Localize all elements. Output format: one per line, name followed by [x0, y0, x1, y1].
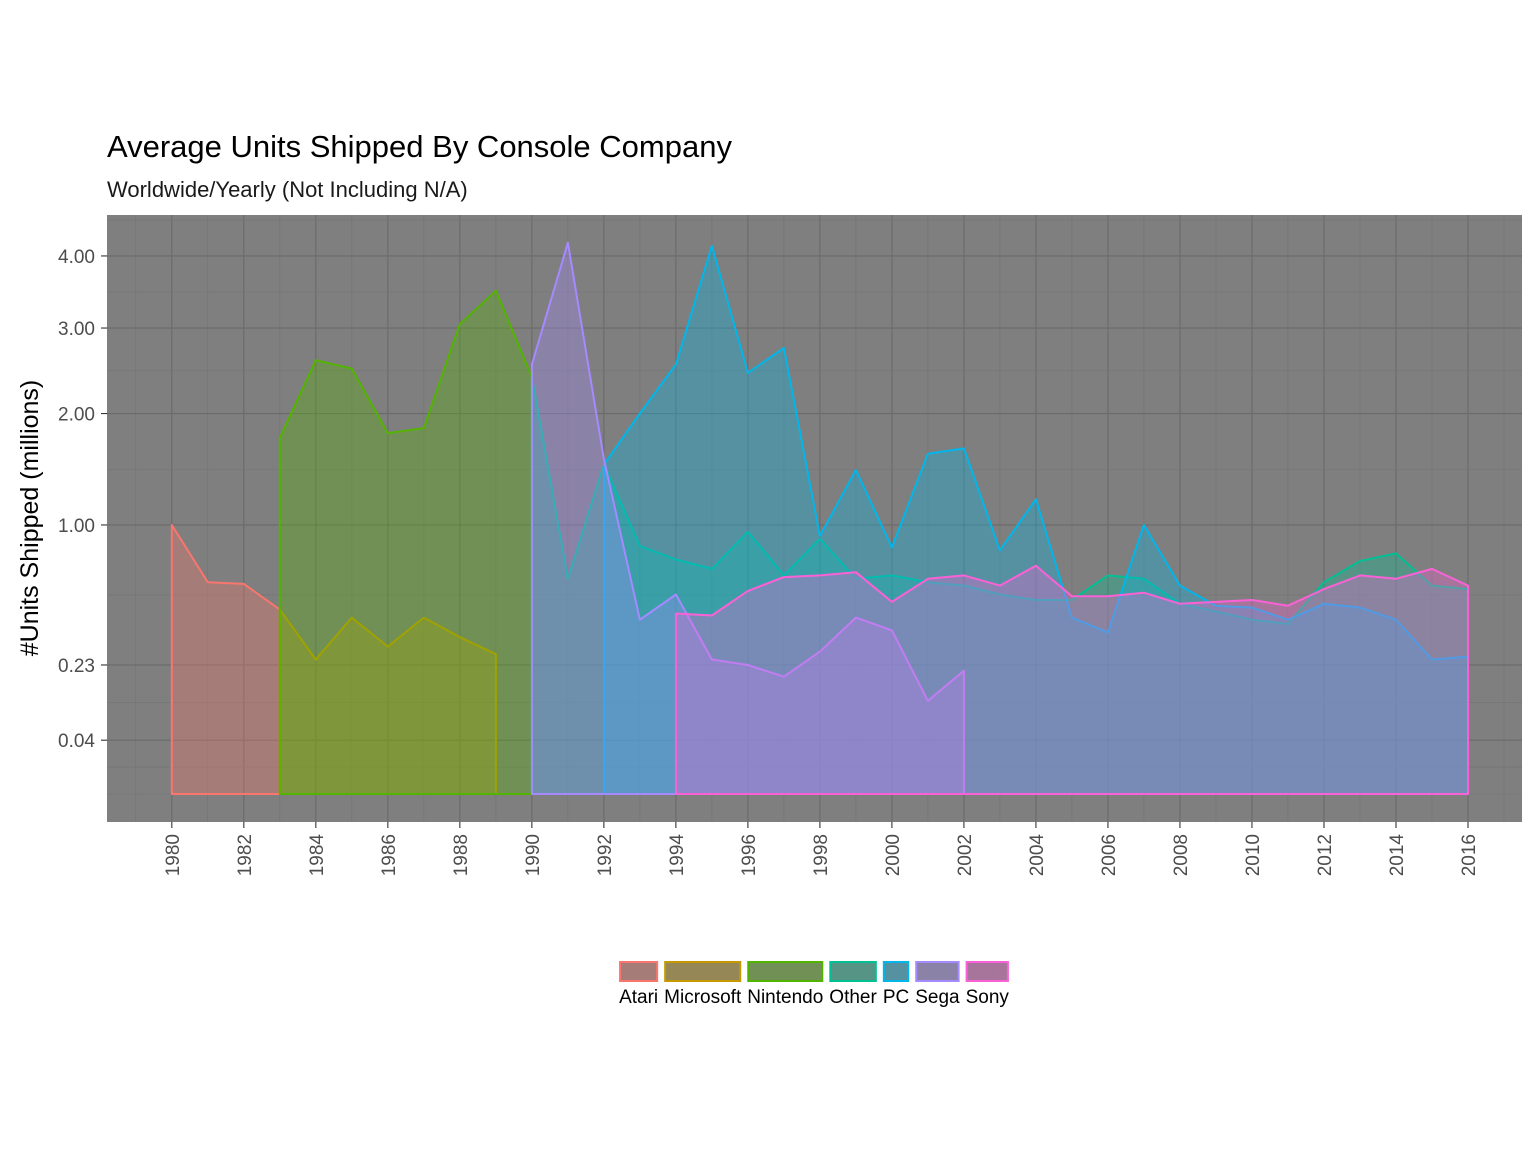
x-tick-label: 1982: [235, 834, 256, 876]
legend-key-microsoft: [664, 961, 742, 982]
legend-key-atari: [619, 961, 659, 982]
legend-label-sony: Sony: [966, 987, 1010, 1008]
legend-key-bg: [883, 962, 909, 981]
x-tick-label: 2006: [1099, 834, 1120, 876]
legend-key-bg: [620, 962, 658, 981]
legend-key-sony: [965, 961, 1009, 982]
x-tick-label: 1998: [811, 834, 832, 876]
y-tick-label: 3.00: [58, 319, 95, 340]
y-axis: 0.04 0.23 1.00 2.00 3.00 4.00: [58, 247, 107, 752]
x-tick-label: 2016: [1459, 834, 1480, 876]
legend-item-microsoft: Microsoft: [664, 961, 742, 1008]
x-tick-label: 1984: [307, 834, 328, 877]
x-tick-label: 2000: [883, 834, 904, 876]
legend-item-atari: Atari: [619, 961, 659, 1008]
legend-key-pc: [882, 961, 910, 982]
x-axis: 1980 1982 1984 1986 1988 1990 1992 1994 1996 1998…: [163, 822, 1480, 876]
y-tick-label: 0.04: [58, 731, 95, 752]
x-tick-label: 2010: [1243, 834, 1264, 876]
area-other: [530, 376, 1469, 795]
legend-label-microsoft: Microsoft: [664, 987, 742, 1008]
y-tick-label: 2.00: [58, 405, 95, 426]
x-tick-label: 1986: [379, 834, 400, 876]
y-tick-label: 4.00: [58, 247, 95, 268]
legend-key-bg: [830, 962, 876, 981]
x-tick-label: 1988: [451, 834, 472, 876]
legend-label-sega: Sega: [915, 987, 960, 1008]
grid: [107, 215, 1522, 822]
x-tick-label: 2014: [1387, 834, 1408, 877]
chart-title: Average Units Shipped By Console Company: [107, 129, 732, 164]
legend-key-sega: [915, 961, 960, 982]
legend-key-nintendo: [747, 961, 824, 982]
y-tick-label: 1.00: [58, 516, 95, 537]
y-tick-label: 0.23: [58, 656, 95, 677]
x-tick-label: 2012: [1315, 834, 1336, 876]
legend-key-bg: [748, 962, 823, 981]
legend-item-pc: PC: [882, 961, 910, 1008]
legend-item-sega: Sega: [915, 961, 960, 1008]
x-tick-label: 1994: [667, 834, 688, 877]
plot-panel: [107, 215, 1522, 822]
series-areas: [170, 241, 1469, 795]
x-tick-label: 1992: [595, 834, 616, 876]
legend-label-atari: Atari: [619, 987, 658, 1008]
legend-key-bg: [966, 962, 1008, 981]
legend-item-other: Other: [829, 961, 877, 1008]
x-tick-label: 2008: [1171, 834, 1192, 876]
area-pc: [602, 244, 1469, 795]
x-tick-label: 1980: [163, 834, 184, 876]
legend-key-other: [829, 961, 877, 982]
legend-label-other: Other: [829, 987, 877, 1008]
legend-key-bg: [665, 962, 741, 981]
legend-label-nintendo: Nintendo: [747, 987, 823, 1008]
legend-item-sony: Sony: [965, 961, 1010, 1008]
x-tick-label: 2004: [1027, 834, 1048, 877]
legend-key-bg: [916, 962, 959, 981]
x-tick-label: 1990: [523, 834, 544, 876]
y-axis-label: #Units Shipped (millions): [16, 380, 44, 657]
x-tick-label: 2002: [955, 834, 976, 876]
area-sega: [530, 241, 965, 795]
chart-subtitle: Worldwide/Yearly (Not Including N/A): [107, 177, 468, 202]
legend-item-nintendo: Nintendo: [747, 961, 824, 1008]
legend: Atari Microsoft Nintendo Other PC Sega Sony: [619, 961, 1010, 1008]
x-tick-label: 1996: [739, 834, 760, 876]
legend-label-pc: PC: [883, 987, 909, 1008]
area-sony: [674, 564, 1469, 795]
area-microsoft: [278, 608, 497, 795]
